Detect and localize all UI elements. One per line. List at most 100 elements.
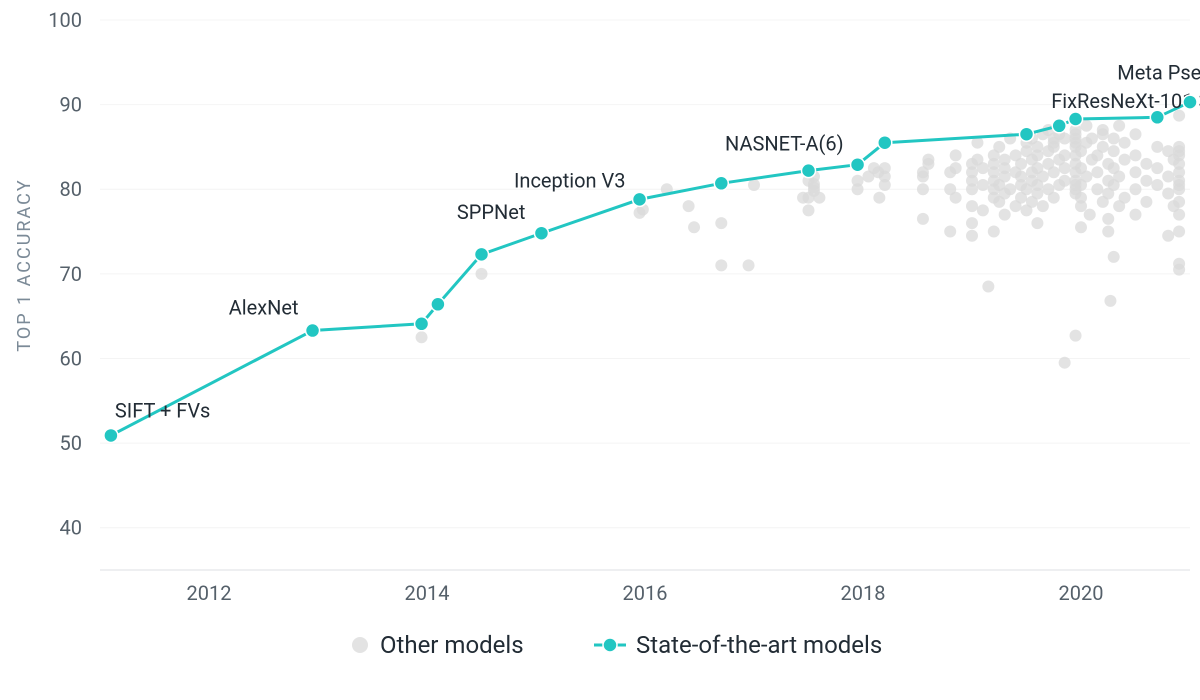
y-axis-title: TOP 1 ACCURACY: [14, 178, 35, 351]
other-model-point: [743, 259, 755, 271]
other-model-point: [1162, 187, 1174, 199]
x-tick-label: 2012: [187, 581, 232, 605]
sota-point: [1150, 110, 1164, 124]
other-model-point: [1084, 209, 1096, 221]
y-tick-label: 80: [60, 177, 82, 201]
sota-point: [104, 428, 118, 442]
x-tick-label: 2016: [623, 581, 668, 605]
other-model-point: [1059, 132, 1071, 144]
other-model-point: [1102, 213, 1114, 225]
other-model-point: [1059, 162, 1071, 174]
other-model-point: [1075, 192, 1087, 204]
other-model-point: [917, 183, 929, 195]
other-model-point: [416, 331, 428, 343]
other-model-point: [982, 281, 994, 293]
y-tick-label: 90: [60, 93, 82, 117]
other-model-point: [1031, 217, 1043, 229]
other-model-point: [922, 154, 934, 166]
other-model-point: [715, 259, 727, 271]
other-model-point: [1162, 230, 1174, 242]
sota-point: [475, 247, 489, 261]
legend-label-sota: State-of-the-art models: [636, 631, 882, 659]
other-model-point: [1108, 145, 1120, 157]
other-model-point: [1015, 171, 1027, 183]
y-tick-label: 60: [60, 346, 82, 370]
other-model-point: [1080, 171, 1092, 183]
other-model-point: [950, 192, 962, 204]
other-model-point: [476, 268, 488, 280]
other-model-point: [1130, 128, 1142, 140]
y-tick-label: 70: [60, 262, 82, 286]
other-model-point: [748, 179, 760, 191]
x-tick-label: 2018: [841, 581, 886, 605]
other-model-point: [1130, 183, 1142, 195]
sota-point: [1020, 127, 1034, 141]
x-tick-label: 2020: [1059, 581, 1104, 605]
chart-legend: Other models State-of-the-art models: [352, 631, 882, 659]
other-model-point: [852, 175, 864, 187]
sota-point: [415, 317, 429, 331]
other-model-point: [977, 204, 989, 216]
other-model-point: [879, 162, 891, 174]
sota-point: [802, 164, 816, 178]
other-model-point: [683, 200, 695, 212]
other-model-point: [1108, 132, 1120, 144]
x-tick-label: 2014: [405, 581, 450, 605]
other-model-point: [966, 230, 978, 242]
other-model-point: [1119, 192, 1131, 204]
other-model-point: [1075, 221, 1087, 233]
sota-point: [1183, 95, 1197, 109]
other-model-point: [1130, 209, 1142, 221]
sota-point: [306, 324, 320, 338]
other-model-point: [1031, 141, 1043, 153]
other-model-point: [1119, 137, 1131, 149]
other-model-point: [715, 217, 727, 229]
sota-point: [534, 226, 548, 240]
other-model-point: [1119, 154, 1131, 166]
legend-label-other: Other models: [380, 631, 524, 659]
sota-point-label: AlexNet: [229, 296, 299, 320]
other-model-point: [1048, 166, 1060, 178]
y-tick-label: 100: [48, 8, 82, 32]
other-model-point: [803, 204, 815, 216]
other-model-point: [977, 179, 989, 191]
sota-point-label: SIFT + FVs: [115, 398, 210, 422]
other-model-point: [1113, 171, 1125, 183]
other-model-point: [999, 154, 1011, 166]
sota-point: [1052, 119, 1066, 133]
other-model-point: [944, 226, 956, 238]
other-model-point: [977, 162, 989, 174]
other-model-point: [1140, 196, 1152, 208]
other-model-point: [950, 149, 962, 161]
sota-point-label: SPPNet: [457, 200, 526, 224]
other-model-point: [1091, 183, 1103, 195]
other-model-point: [1151, 141, 1163, 153]
chart-svg: 40 50 60 70 80 90 100 2012 2014 2016 2018 2020 TOP 1…: [0, 0, 1200, 700]
y-tick-label: 40: [60, 516, 82, 540]
legend-swatch-sota-dot: [603, 638, 617, 652]
other-model-point: [988, 226, 1000, 238]
other-model-point: [1173, 196, 1185, 208]
sota-point: [1069, 112, 1083, 126]
other-model-point: [1151, 179, 1163, 191]
other-model-point: [999, 209, 1011, 221]
other-model-point: [1162, 171, 1174, 183]
other-model-point: [1102, 226, 1114, 238]
other-model-point: [1097, 124, 1109, 136]
other-model-point: [1108, 251, 1120, 263]
other-model-point: [917, 213, 929, 225]
other-model-point: [1130, 166, 1142, 178]
other-model-point: [1104, 295, 1116, 307]
other-model-point: [993, 141, 1005, 153]
legend-swatch-other: [352, 637, 368, 653]
sota-point: [851, 158, 865, 172]
y-tick-label: 50: [60, 431, 82, 455]
other-model-point: [1059, 149, 1071, 161]
sota-point-label: Meta Pseudo Labels (EfficientNet-L2): [1117, 60, 1200, 84]
other-model-point: [873, 192, 885, 204]
other-model-point: [1037, 171, 1049, 183]
other-model-point: [1059, 357, 1071, 369]
other-model-point: [688, 221, 700, 233]
other-model-point: [1130, 149, 1142, 161]
sota-point-label: NASNET-A(6): [725, 132, 844, 156]
